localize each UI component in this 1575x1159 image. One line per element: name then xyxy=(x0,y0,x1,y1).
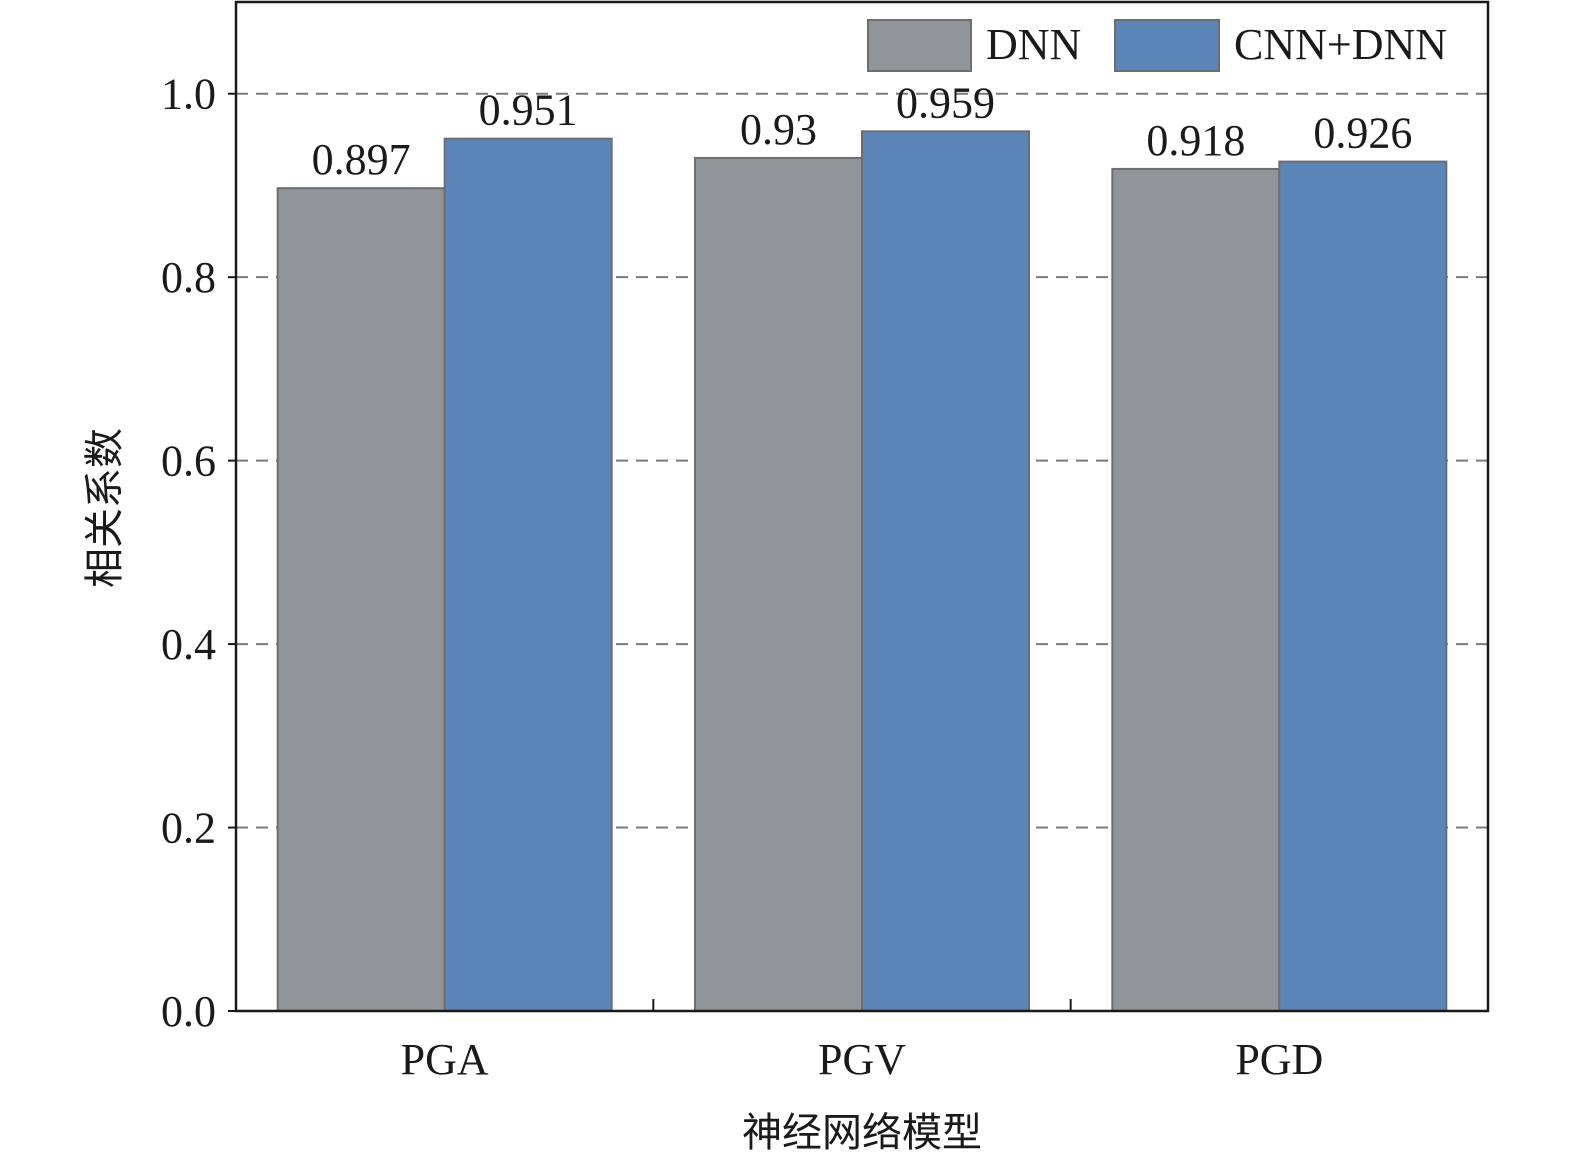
legend-label: DNN xyxy=(986,20,1081,69)
bar-cnn-dnn-pga xyxy=(443,137,613,1012)
legend-swatch-dnn xyxy=(867,19,972,72)
bar-cnn-dnn-pgd xyxy=(1278,160,1448,1012)
data-label: 0.959 xyxy=(896,78,995,127)
bars xyxy=(276,130,1448,1013)
y-tick-label: 0.0 xyxy=(161,987,216,1036)
legend-swatch-cnn-dnn xyxy=(1114,19,1220,72)
data-label: 0.918 xyxy=(1146,116,1245,165)
bar-dnn-pgd xyxy=(1111,167,1281,1012)
plot-frame xyxy=(234,0,1490,1013)
legend-label: CNN+DNN xyxy=(1234,20,1447,69)
data-label: 0.93 xyxy=(740,105,817,154)
data-label: 0.897 xyxy=(312,135,411,184)
x-tick-label: PGD xyxy=(1235,1035,1323,1084)
bar-dnn-pga xyxy=(276,187,446,1012)
data-label: 0.951 xyxy=(479,86,578,135)
y-axis-title: 相关系数 xyxy=(82,428,128,588)
data-label: 0.926 xyxy=(1313,109,1412,158)
bar-cnn-dnn-pgv xyxy=(861,130,1030,1012)
y-tick-label: 0.2 xyxy=(161,804,216,853)
bar-dnn-pgv xyxy=(694,156,863,1013)
legend: DNN CNN+DNN xyxy=(867,19,1447,72)
y-tick-label: 0.8 xyxy=(161,253,216,302)
y-tick-label: 1.0 xyxy=(161,70,216,119)
x-axis-title: 神经网络模型 xyxy=(742,1110,982,1156)
data-labels: 0.897 0.951 0.93 0.959 0.918 0.926 xyxy=(312,78,1413,184)
y-tick-label: 0.6 xyxy=(161,437,216,486)
y-tick-label: 0.4 xyxy=(161,620,216,669)
x-tick-label: PGV xyxy=(818,1035,906,1084)
axes: 0.0 0.2 0.4 0.6 0.8 1.0 PGA PGV PGD xyxy=(161,0,1490,1084)
x-tick-label: PGA xyxy=(401,1035,489,1084)
